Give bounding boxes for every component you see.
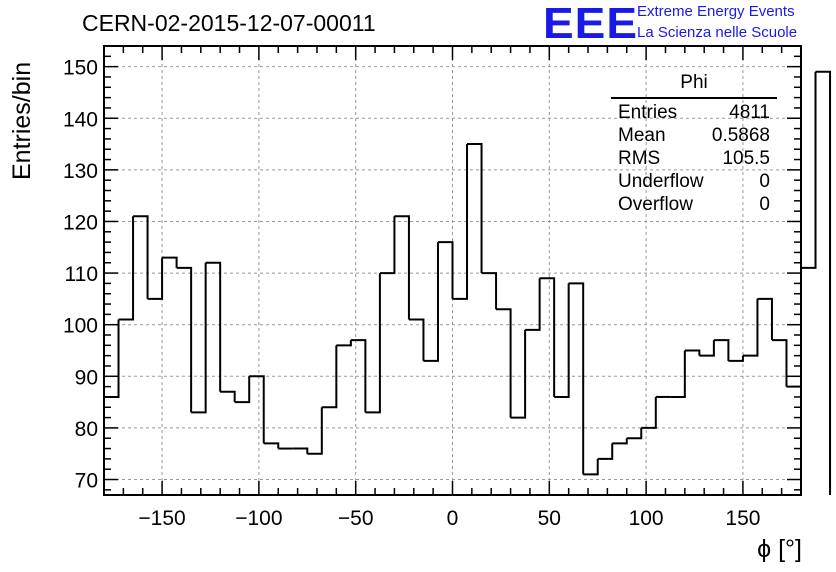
histogram-bin <box>786 267 802 388</box>
y-tick-label: 130 <box>63 160 98 183</box>
x-tick-label: 0 <box>447 507 459 530</box>
y-axis-label: Entries/bin <box>8 61 36 180</box>
x-tick-label: −50 <box>338 507 374 530</box>
histogram-bin <box>583 458 599 476</box>
histogram-bin <box>220 390 236 403</box>
histogram-bin <box>263 442 280 449</box>
histogram-bin <box>467 143 483 274</box>
histogram-bin <box>626 427 643 440</box>
stats-value: 105.5 <box>722 148 770 169</box>
stats-value: 4811 <box>729 102 770 123</box>
y-tick-label: 110 <box>65 263 98 286</box>
y-tick-label: 80 <box>75 418 98 441</box>
histogram-bin <box>815 70 832 495</box>
histogram-bin <box>379 216 396 275</box>
x-tick-label: −150 <box>138 507 185 530</box>
histogram-bin <box>641 396 657 429</box>
x-axis-label: ϕ [°] <box>757 535 802 563</box>
x-tick-label: 150 <box>725 507 760 530</box>
histogram-bin <box>525 278 541 331</box>
y-tick-label: 140 <box>63 108 98 131</box>
histogram-bin <box>554 283 570 398</box>
stats-label: Overflow <box>618 194 693 215</box>
histogram-bin <box>118 216 135 321</box>
histogram-layer <box>103 70 832 495</box>
y-tick-label: 70 <box>75 470 98 493</box>
histogram-bin <box>801 71 817 269</box>
stats-row: Mean 0.5868 <box>611 124 777 147</box>
histogram-bin <box>292 447 309 454</box>
histogram-bin <box>350 339 367 413</box>
histogram-bin <box>321 345 338 409</box>
logo-text-line1: Extreme Energy Events <box>637 3 795 20</box>
stats-label: Entries <box>618 102 678 123</box>
histogram-bin <box>176 266 193 413</box>
histogram-bin <box>147 257 164 300</box>
histogram-bin <box>481 272 498 310</box>
histogram-bin <box>713 339 730 361</box>
stats-value: 0 <box>759 194 770 215</box>
stats-label: Mean <box>618 125 666 146</box>
stats-divider <box>611 97 777 99</box>
y-tick-label: 90 <box>75 366 98 389</box>
y-tick-label: 100 <box>63 315 98 338</box>
histogram-bin <box>423 242 439 362</box>
histogram-bin <box>162 256 178 268</box>
eee-logo: EEE <box>543 0 639 48</box>
histogram-bin <box>597 443 614 460</box>
y-tick-label: 150 <box>63 57 98 80</box>
histogram-bin <box>234 376 251 404</box>
histogram-bin <box>539 277 556 397</box>
histogram-bin <box>496 308 512 418</box>
histogram-bin <box>568 282 585 475</box>
histogram-bin <box>394 215 410 320</box>
x-tick-label: 100 <box>629 507 664 530</box>
histogram-bin <box>699 340 715 357</box>
histogram-bin <box>307 407 323 455</box>
histogram-bin <box>771 339 788 387</box>
x-tick-label: −100 <box>235 507 282 530</box>
histogram-bin <box>510 329 527 419</box>
logo-text-line2: La Scienza nelle Scuole <box>637 24 798 41</box>
histogram-bin <box>452 144 469 300</box>
stats-row: Entries 4811 <box>611 101 777 124</box>
histogram-bin <box>408 318 425 361</box>
stats-label: Underflow <box>618 171 704 192</box>
stats-box: Phi Entries 4811 Mean 0.5868 RMS 105.5 U… <box>611 72 777 216</box>
histogram-bin <box>205 261 222 392</box>
stats-title: Phi <box>680 72 708 93</box>
histogram-bin <box>612 438 628 445</box>
y-tick-label: 120 <box>63 211 98 234</box>
histogram-bin <box>670 350 686 398</box>
x-tick-label: 50 <box>538 507 561 530</box>
histogram-bin <box>742 298 759 357</box>
histogram-bin <box>757 297 773 341</box>
histogram-bin <box>684 349 701 356</box>
histogram-bin <box>191 262 207 414</box>
axis-layer: −150 −100 −50 0 50 100 150 70 80 90 100 110 120 130 14… <box>63 45 802 530</box>
histogram-bin <box>365 273 381 414</box>
histogram-bin <box>437 241 454 299</box>
histogram-bin <box>249 375 265 444</box>
stats-row: RMS 105.5 <box>611 147 777 170</box>
chart-title: CERN-02-2015-12-07-00011 <box>82 10 376 36</box>
stats-row: Underflow 0 <box>611 170 777 193</box>
histogram-bin <box>336 340 352 347</box>
stats-value: 0 <box>759 171 770 192</box>
stats-value: 0.5868 <box>711 125 770 146</box>
stats-row: Overflow 0 <box>611 193 777 216</box>
histogram-bin <box>728 355 744 362</box>
histogram-bin <box>133 215 149 299</box>
stats-label: RMS <box>618 148 661 169</box>
